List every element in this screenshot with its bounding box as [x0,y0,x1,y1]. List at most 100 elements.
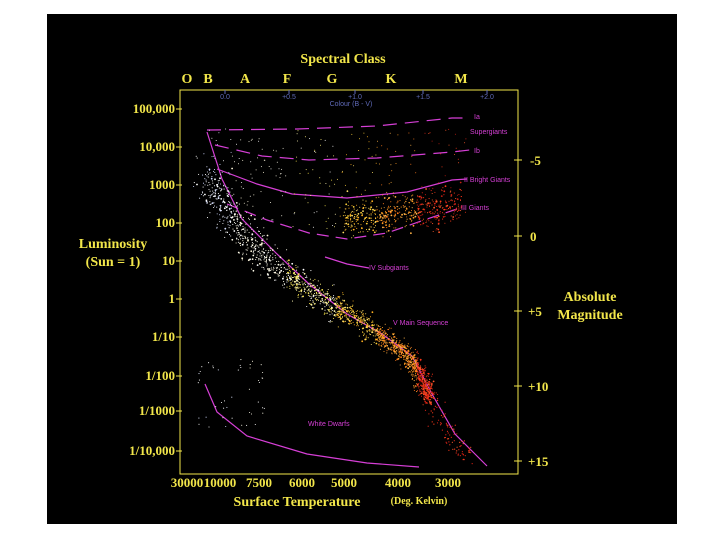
star-point [424,369,426,372]
star-point [258,379,260,382]
star-point [278,264,280,266]
magnitude-tick-label: +5 [528,304,542,319]
star-point [424,409,427,411]
star-point [352,304,354,306]
star-point [249,364,251,366]
star-point [272,257,274,259]
star-point [398,347,400,349]
star-point [409,365,411,368]
star-point [410,346,412,348]
star-point [374,213,376,216]
star-point [233,222,236,224]
star-point [340,302,342,305]
star-point [324,139,326,141]
star-point [350,224,352,226]
star-point [404,364,406,366]
star-point [230,139,232,140]
star-point [250,246,252,248]
bv-tick-label: +2.0 [480,94,494,101]
star-point [328,294,330,297]
star-point [205,199,208,202]
star-point [282,277,284,280]
star-point [396,353,398,355]
star-point [220,187,222,189]
star-point [200,193,202,196]
star-point [417,212,420,214]
star-point [410,163,412,165]
star-point [427,203,429,205]
star-point [462,443,464,445]
star-point [373,231,376,234]
star-point [439,210,441,213]
star-point [469,450,471,452]
star-point [325,220,327,222]
star-point [436,201,438,203]
star-point [415,365,417,368]
star-point [356,312,358,315]
star-point [240,214,242,216]
star-point [231,155,233,157]
star-point [334,226,335,228]
star-point [400,356,402,359]
star-point [198,417,200,419]
star-point [438,143,440,145]
star-point [414,385,416,387]
star-point [268,268,271,270]
star-point [361,328,363,330]
star-point [214,195,216,198]
star-point [312,294,315,297]
star-point [377,332,380,334]
star-point [334,314,336,316]
star-point [241,257,244,260]
star-point [231,212,233,214]
star-point [251,228,253,231]
star-point [414,349,416,351]
star-point [345,208,347,210]
star-point [349,307,351,309]
star-point [420,395,423,397]
star-point [383,197,386,199]
star-point [432,209,434,211]
star-point [300,289,303,292]
star-point [395,150,397,152]
star-point [355,310,357,313]
star-point [381,184,383,186]
star-point [202,192,204,194]
star-point [425,199,427,201]
star-point [260,274,262,276]
star-point [342,292,344,294]
star-point [364,189,366,191]
star-point [217,193,219,195]
star-point [382,226,384,229]
star-point [303,272,306,275]
star-point [236,143,237,145]
star-point [310,298,312,300]
star-point [450,195,452,197]
star-point [366,216,368,218]
star-point [297,277,300,279]
star-point [432,201,434,203]
star-point [330,311,332,313]
star-point [413,385,415,387]
star-point [435,392,437,394]
star-point [226,231,228,233]
star-point [459,445,461,448]
star-point [391,223,393,225]
star-point [358,150,360,151]
star-point [413,355,415,357]
star-point [261,148,263,150]
star-point [286,260,288,262]
star-point [218,182,220,184]
star-point [252,263,254,265]
star-point [430,410,432,412]
star-point [405,356,407,358]
star-point [378,210,380,212]
star-point [272,219,274,221]
star-point [403,356,405,359]
star-point [405,220,407,222]
star-point [389,348,391,350]
star-point [227,193,229,195]
star-point [388,338,390,340]
star-point [370,330,372,332]
star-point [214,189,217,192]
